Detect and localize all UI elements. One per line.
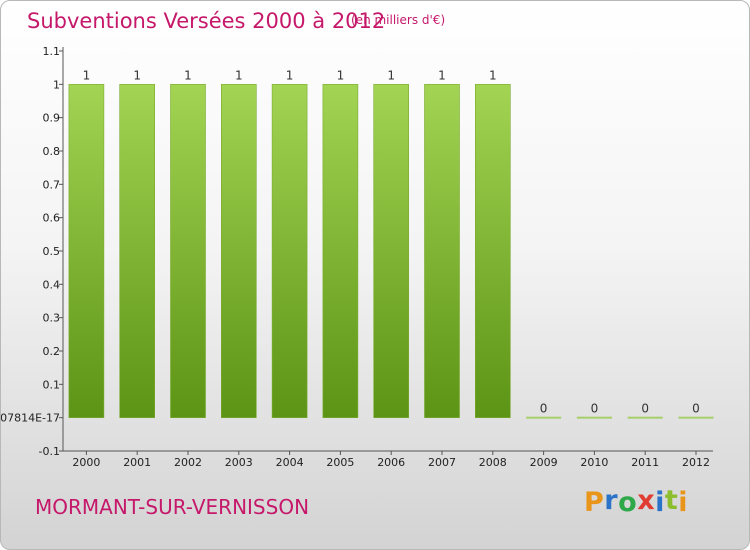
logo-letter: i (655, 487, 665, 518)
x-tick-label: 2005 (326, 456, 354, 469)
logo-letter: P (584, 487, 605, 518)
logo-letter: x (637, 485, 656, 516)
x-tick-label: 2011 (631, 456, 659, 469)
x-tick-label: 2001 (123, 456, 151, 469)
x-tick-label: 2002 (174, 456, 202, 469)
y-tick-label: 1 (53, 78, 60, 91)
y-tick-label: 0.5 (43, 245, 61, 258)
bar-value-label: 0 (692, 402, 700, 416)
y-tick-label: -0.1 (39, 445, 60, 458)
bar-value-label: 1 (286, 68, 294, 82)
x-tick-label: 2006 (377, 456, 405, 469)
x-tick-label: 2008 (479, 456, 507, 469)
x-tick-label: 2004 (276, 456, 304, 469)
bar (221, 84, 257, 418)
y-tick-label: 0.7 (43, 178, 61, 191)
x-tick-label: 2003 (225, 456, 253, 469)
bar (373, 84, 410, 418)
bar (119, 84, 155, 418)
y-tick-label: 0.4 (43, 278, 61, 291)
bar (424, 84, 460, 418)
bar-value-label: 1 (83, 68, 91, 82)
bar-value-label: 0 (641, 402, 649, 416)
bar (474, 84, 511, 418)
logo-letter: i (678, 487, 689, 518)
bar (68, 84, 105, 418)
x-tick-label: 2000 (72, 456, 100, 469)
bar-value-label: 0 (591, 402, 599, 416)
bar (322, 84, 359, 418)
y-tick-label: 0.2 (43, 345, 61, 358)
bar-value-label: 1 (387, 68, 395, 82)
y-tick-label: 0.9 (43, 112, 61, 125)
bar (271, 84, 308, 418)
proxiti-logo: Proxiti (584, 485, 689, 518)
logo-letter: r (604, 485, 619, 516)
bar-value-label: 1 (133, 68, 141, 82)
logo-letter: t (664, 485, 679, 516)
x-tick-label: 2012 (682, 456, 710, 469)
y-tick-label: 0.3 (43, 312, 61, 325)
y-tick-label: 0.6 (43, 212, 61, 225)
bar (678, 416, 714, 419)
bar (576, 416, 612, 419)
y-tick-label: 1.1 (43, 45, 61, 58)
x-tick-label: 2007 (428, 456, 456, 469)
bar-value-label: 1 (235, 68, 243, 82)
bar-value-label: 1 (489, 68, 497, 82)
y-tick-label: 1.3877787807814E-17 (1, 412, 60, 425)
x-tick-label: 2009 (530, 456, 558, 469)
bar-value-label: 0 (540, 402, 548, 416)
bar-value-label: 1 (184, 68, 192, 82)
x-tick-label: 2010 (580, 456, 608, 469)
bar-value-label: 1 (438, 68, 446, 82)
y-tick-label: 0.1 (43, 378, 61, 391)
bar (526, 416, 562, 419)
bar-value-label: 1 (337, 68, 345, 82)
y-tick-label: 0.8 (43, 145, 61, 158)
logo-letter: o (618, 487, 638, 518)
bar (627, 416, 663, 419)
unit-note: (en milliers d'€) (351, 13, 446, 27)
chart-title: Subventions Versées 2000 à 2012 (27, 9, 386, 33)
bar (170, 84, 206, 418)
commune-name: MORMANT-SUR-VERNISSON (35, 495, 310, 519)
